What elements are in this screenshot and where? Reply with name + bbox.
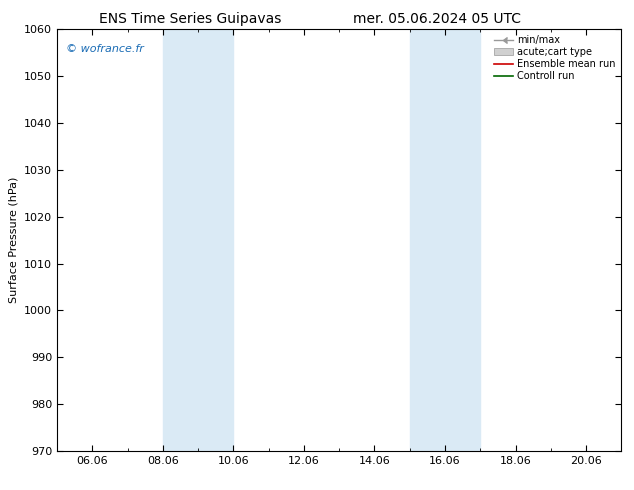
Bar: [163, 29, 233, 451]
Bar: [410, 29, 481, 451]
Text: ENS Time Series Guipavas: ENS Time Series Guipavas: [99, 12, 281, 26]
Text: mer. 05.06.2024 05 UTC: mer. 05.06.2024 05 UTC: [354, 12, 521, 26]
Text: © wofrance.fr: © wofrance.fr: [65, 44, 143, 54]
Y-axis label: Surface Pressure (hPa): Surface Pressure (hPa): [8, 177, 18, 303]
Legend: min/max, acute;cart type, Ensemble mean run, Controll run: min/max, acute;cart type, Ensemble mean …: [491, 32, 618, 84]
